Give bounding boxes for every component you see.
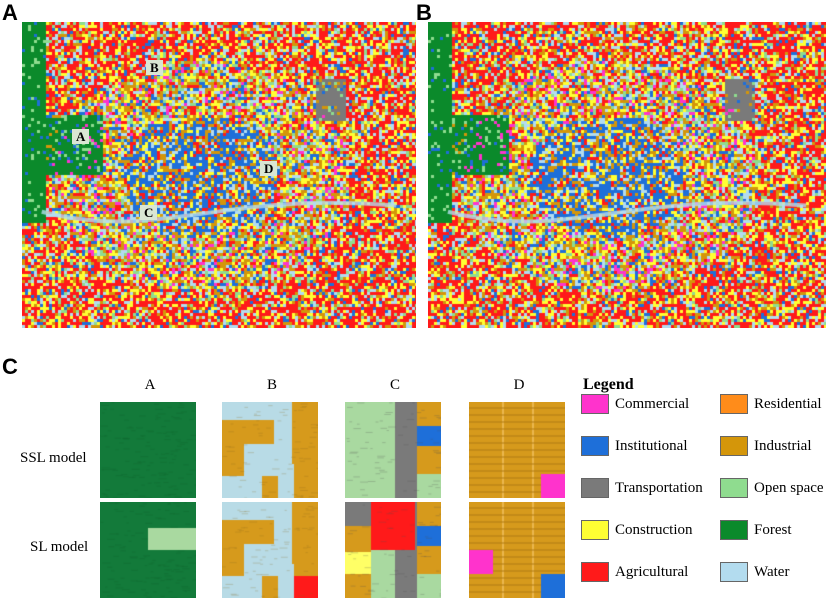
legend-swatch: [720, 562, 748, 582]
tile-sl-d: [469, 502, 565, 598]
legend-item-industrial: Industrial: [720, 435, 812, 457]
legend-swatch: [720, 394, 748, 414]
legend-label: Institutional: [615, 437, 688, 454]
legend-swatch: [720, 478, 748, 498]
tile-raster: [100, 502, 196, 598]
legend-item-construction: Construction: [581, 519, 693, 541]
marker-d: D: [260, 161, 278, 176]
column-header-a: A: [144, 377, 156, 393]
legend-label: Residential: [754, 395, 822, 412]
tile-ssl-a: [100, 402, 196, 498]
column-header-d: D: [513, 377, 525, 393]
tile-ssl-d: [469, 402, 565, 498]
land-use-map-ssl: A B C D: [22, 22, 416, 328]
map-raster: [22, 22, 416, 328]
legend-swatch: [581, 436, 609, 456]
legend-label: Construction: [615, 521, 693, 538]
legend-label: Commercial: [615, 395, 690, 412]
legend-item-institutional: Institutional: [581, 435, 688, 457]
tile-raster: [345, 502, 441, 598]
legend-title: Legend: [583, 376, 634, 393]
tile-raster: [100, 402, 196, 498]
tile-raster: [469, 502, 565, 598]
marker-b: B: [146, 60, 163, 75]
tile-raster: [222, 402, 318, 498]
legend-label: Forest: [754, 521, 792, 538]
legend-item-agricultural: Agricultural: [581, 561, 688, 583]
legend-label: Industrial: [754, 437, 812, 454]
legend-item-open-space: Open space: [720, 477, 824, 499]
legend-swatch: [581, 562, 609, 582]
tile-raster: [469, 402, 565, 498]
panel-label-b: B: [416, 0, 432, 25]
panel-label-a: A: [2, 0, 18, 25]
legend-swatch: [581, 394, 609, 414]
panel-label-c: C: [2, 354, 18, 379]
legend-swatch: [720, 520, 748, 540]
legend-item-commercial: Commercial: [581, 393, 689, 415]
tile-raster: [345, 402, 441, 498]
legend-swatch: [720, 436, 748, 456]
map-raster: [428, 22, 826, 328]
legend-swatch: [581, 520, 609, 540]
legend-label: Agricultural: [615, 563, 689, 580]
legend-item-transportation: Transportation: [581, 477, 703, 499]
legend-label: Transportation: [615, 479, 703, 496]
row-header-ssl: SSL model: [20, 450, 87, 466]
legend-item-water: Water: [720, 561, 789, 583]
column-header-c: C: [389, 377, 400, 393]
land-use-map-sl: [428, 22, 826, 328]
tile-ssl-b: [222, 402, 318, 498]
tile-raster: [222, 502, 318, 598]
legend-label: Water: [754, 563, 790, 580]
legend-item-residential: Residential: [720, 393, 822, 415]
tile-sl-c: [345, 502, 441, 598]
row-header-sl: SL model: [30, 539, 89, 555]
tile-sl-a: [100, 502, 196, 598]
marker-c: C: [140, 205, 158, 220]
tile-ssl-c: [345, 402, 441, 498]
marker-a: A: [72, 129, 90, 144]
legend-label: Open space: [754, 479, 824, 496]
legend-swatch: [581, 478, 609, 498]
tile-sl-b: [222, 502, 318, 598]
legend-item-forest: Forest: [720, 519, 792, 541]
column-header-b: B: [266, 377, 277, 393]
